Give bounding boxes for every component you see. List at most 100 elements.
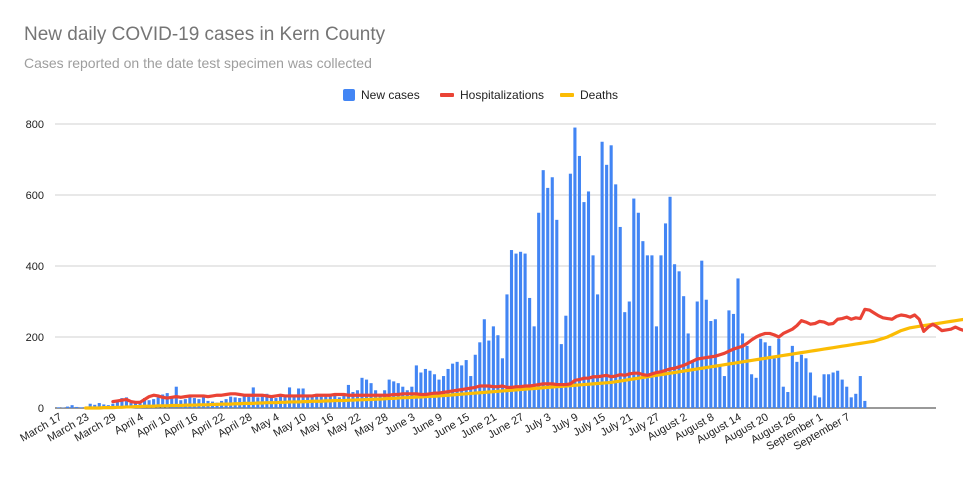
bar-new-cases: [736, 278, 740, 408]
x-tick-label: July 3: [522, 411, 553, 436]
bar-new-cases: [677, 271, 681, 408]
bar-new-cases: [161, 394, 165, 408]
bar-new-cases: [509, 250, 514, 408]
y-tick-label: 200: [26, 332, 44, 344]
legend-swatch-deaths: [560, 93, 574, 97]
bar-new-cases: [555, 219, 559, 408]
bar-new-cases: [854, 393, 858, 408]
bar-new-cases: [564, 315, 568, 408]
bar-new-cases: [808, 372, 813, 408]
bar-new-cases: [636, 212, 640, 408]
bar-new-cases: [297, 388, 301, 408]
bar-new-cases: [337, 397, 341, 408]
bar-new-cases: [645, 255, 649, 408]
legend-label-hospitalizations: Hospitalizations: [460, 88, 544, 102]
bar-new-cases: [133, 401, 138, 408]
bar-new-cases: [147, 400, 151, 408]
bar-series-new-cases: [56, 127, 867, 409]
bar-new-cases: [673, 264, 677, 408]
legend-swatch-hospitalizations: [440, 93, 454, 97]
bar-new-cases: [623, 312, 627, 408]
legend-label-new-cases: New cases: [361, 88, 420, 102]
bar-new-cases: [605, 164, 609, 408]
bar-new-cases: [528, 297, 532, 408]
bar-new-cases: [546, 187, 550, 408]
y-tick-label: 400: [26, 261, 44, 273]
bar-new-cases: [428, 370, 432, 408]
bar-new-cases: [586, 191, 591, 408]
bar-new-cases: [251, 387, 255, 408]
bar-new-cases: [849, 397, 853, 408]
bar-new-cases: [596, 294, 600, 408]
bar-new-cases: [845, 386, 849, 408]
bar-new-cases: [759, 338, 763, 408]
bar-new-cases: [473, 354, 477, 408]
bar-new-cases: [120, 398, 124, 408]
bar-new-cases: [287, 387, 292, 408]
bar-new-cases: [97, 403, 101, 408]
y-tick-label: 0: [38, 403, 44, 415]
bar-new-cases: [360, 377, 364, 408]
bar-new-cases: [641, 241, 645, 408]
bar-new-cases: [56, 407, 61, 408]
bar-new-cases: [201, 397, 206, 408]
bar-new-cases: [659, 255, 663, 408]
bar-new-cases: [88, 403, 92, 408]
bar-new-cases: [654, 326, 659, 408]
y-axis: 0 200 400 600 800: [26, 119, 44, 415]
bar-new-cases: [170, 397, 174, 408]
bar-new-cases: [432, 374, 437, 408]
bar-new-cases: [614, 184, 618, 408]
bar-new-cases: [446, 368, 450, 408]
legend-label-deaths: Deaths: [580, 88, 618, 102]
bar-new-cases: [577, 155, 581, 408]
bar-new-cases: [713, 319, 717, 408]
chart-subtitle: Cases reported on the date test specimen…: [24, 55, 372, 71]
bar-new-cases: [827, 374, 831, 408]
bar-new-cases: [691, 360, 695, 408]
bar-new-cases: [763, 342, 767, 408]
bar-new-cases: [115, 400, 119, 408]
bar-new-cases: [550, 177, 554, 408]
bar-new-cases: [863, 400, 867, 408]
bar-new-cases: [700, 260, 704, 408]
bar-new-cases: [414, 365, 418, 408]
bar-new-cases: [618, 226, 622, 408]
bar-new-cases: [496, 335, 500, 408]
x-tick-label: June 3: [383, 411, 418, 438]
bar-new-cases: [750, 374, 754, 408]
bar-new-cases: [519, 251, 523, 408]
bar-new-cases: [799, 354, 803, 408]
bar-new-cases: [582, 202, 586, 408]
bar-new-cases: [532, 326, 536, 408]
bar-new-cases: [663, 223, 668, 408]
bar-new-cases: [482, 319, 486, 408]
bar-new-cases: [591, 255, 595, 408]
line-deaths: [84, 317, 963, 410]
bar-new-cases: [451, 363, 455, 409]
bar-new-cases: [229, 396, 233, 408]
bar-new-cases: [831, 372, 835, 408]
bar-new-cases: [70, 405, 74, 408]
bar-new-cases: [768, 345, 772, 409]
bar-new-cases: [731, 313, 736, 408]
bar-new-cases: [836, 370, 840, 408]
bar-new-cases: [301, 388, 305, 408]
bar-new-cases: [455, 361, 459, 408]
line-hospitalizations: [111, 307, 963, 404]
bar-new-cases: [817, 397, 822, 408]
bar-new-cases: [781, 386, 785, 408]
bar-new-cases: [378, 393, 382, 408]
line-series: [84, 307, 963, 410]
bar-new-cases: [523, 253, 527, 408]
bar-new-cases: [165, 393, 169, 408]
bar-new-cases: [772, 358, 776, 408]
bar-new-cases: [559, 344, 563, 408]
bar-new-cases: [143, 398, 147, 408]
bar-new-cases: [668, 196, 672, 408]
bar-new-cases: [138, 400, 142, 408]
bar-new-cases: [795, 361, 799, 408]
legend: New cases Hospitalizations Deaths: [343, 88, 618, 102]
bar-new-cases: [704, 299, 708, 408]
